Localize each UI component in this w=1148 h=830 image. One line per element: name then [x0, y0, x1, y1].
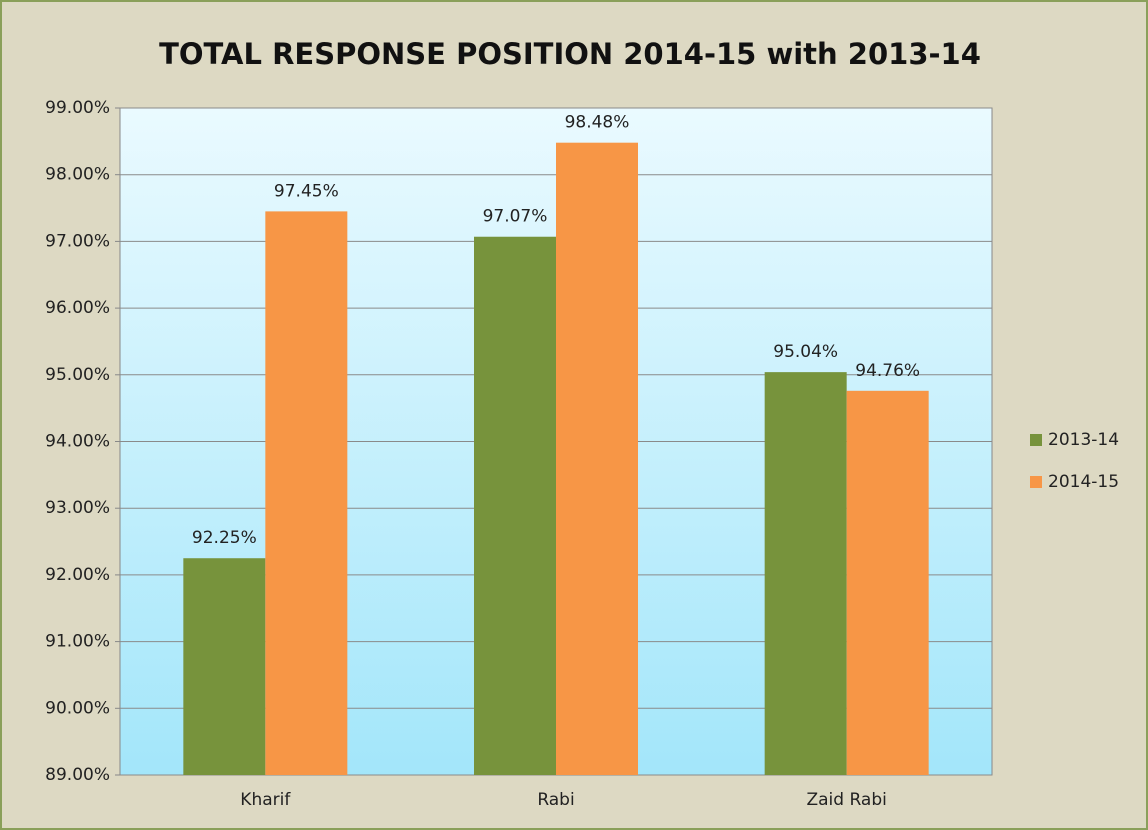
bar — [764, 372, 847, 775]
x-tick-label: Rabi — [537, 790, 574, 810]
chart-title: TOTAL RESPONSE POSITION 2014-15 with 201… — [159, 37, 981, 71]
legend-swatch — [1030, 476, 1042, 488]
y-tick-label: 95.00% — [45, 365, 110, 385]
bar — [846, 390, 929, 775]
y-tick-label: 96.00% — [45, 298, 110, 318]
bar — [556, 142, 638, 775]
y-tick-label: 97.00% — [45, 231, 110, 251]
value-label: 94.76% — [855, 361, 920, 381]
x-tick-label: Kharif — [240, 790, 291, 810]
y-tick-label: 93.00% — [45, 498, 110, 518]
bar — [474, 236, 556, 775]
value-label: 97.45% — [274, 181, 339, 201]
y-tick-label: 91.00% — [45, 632, 110, 652]
x-tick-label: Zaid Rabi — [806, 790, 886, 810]
legend-label: 2014-15 — [1048, 472, 1119, 492]
value-label: 95.04% — [773, 342, 838, 362]
y-tick-label: 94.00% — [45, 432, 110, 452]
value-label: 97.07% — [483, 207, 548, 227]
y-tick-label: 89.00% — [45, 765, 110, 785]
value-label: 98.48% — [565, 113, 630, 133]
bar — [265, 211, 348, 775]
y-tick-label: 98.00% — [45, 165, 110, 185]
y-tick-label: 92.00% — [45, 565, 110, 585]
legend-swatch — [1030, 434, 1042, 446]
y-tick-label: 99.00% — [45, 98, 110, 118]
y-tick-label: 90.00% — [45, 698, 110, 718]
value-label: 92.25% — [192, 528, 257, 548]
legend-label: 2013-14 — [1048, 430, 1119, 450]
bar — [183, 558, 266, 775]
